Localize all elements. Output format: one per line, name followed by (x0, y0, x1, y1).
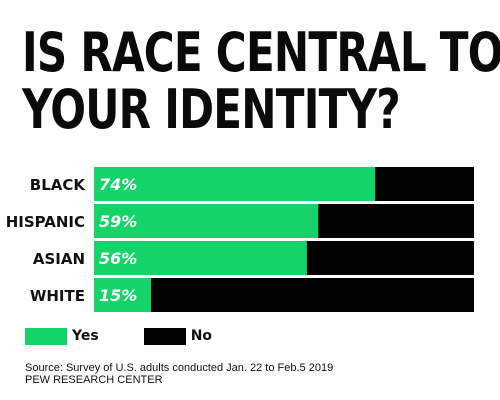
category-label-white: WHITE (30, 287, 85, 305)
category-label-black: BLACK (30, 176, 87, 194)
bar-black-yes (94, 167, 376, 201)
title-line-2: YOUR IDENTITY? (22, 78, 401, 141)
bar-black-no (375, 167, 474, 201)
category-label-hispanic: HISPANIC (6, 213, 85, 231)
source-note: Source: Survey of U.S. adults conducted … (25, 362, 495, 386)
legend-label-yes: Yes (72, 328, 99, 344)
bar-hispanic-no (318, 204, 474, 238)
value-label-asian: 56% (99, 249, 137, 268)
category-label-asian: ASIAN (33, 250, 85, 268)
bar-white-yes (94, 278, 151, 312)
bar-asian-yes (94, 241, 307, 275)
bar-hispanic-yes (94, 204, 319, 238)
legend-swatch-no (143, 327, 186, 345)
legend: Yes No (25, 327, 257, 345)
value-label-hispanic: 59% (99, 212, 137, 231)
bar-white-no (151, 278, 474, 312)
bar-asian-no (306, 241, 474, 275)
value-label-white: 15% (99, 286, 137, 305)
legend-label-no: No (190, 328, 213, 344)
source-organization: PEW RESEARCH CENTER (25, 374, 163, 386)
legend-swatch-yes (25, 327, 67, 345)
value-label-black: 74% (99, 175, 137, 194)
source-text: Source: Survey of U.S. adults conducted … (25, 362, 334, 374)
